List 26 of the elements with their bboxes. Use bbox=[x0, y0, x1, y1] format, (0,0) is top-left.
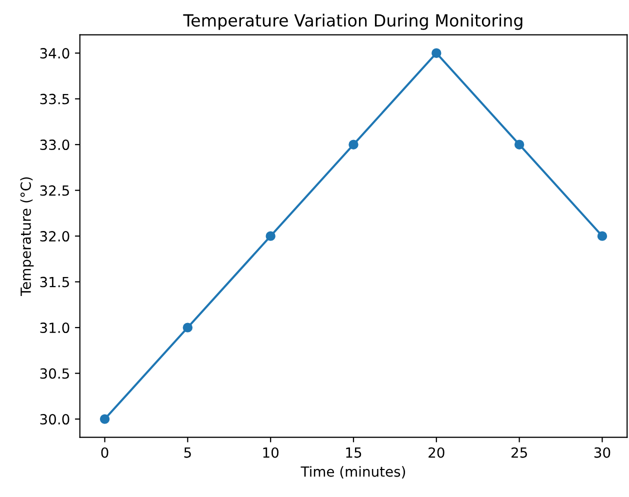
y-tick-label: 32.5 bbox=[40, 185, 69, 196]
y-tick-label: 30.5 bbox=[40, 368, 69, 379]
x-tick-label: 25 bbox=[512, 447, 527, 458]
point bbox=[182, 322, 193, 332]
x-tick-label: 30 bbox=[594, 447, 610, 458]
y-tick-label: 30.0 bbox=[40, 414, 70, 425]
x-tick-label: 15 bbox=[346, 448, 362, 458]
y-tick-label: 33.0 bbox=[40, 140, 70, 150]
point bbox=[348, 140, 358, 150]
y-tick-label: 33.5 bbox=[40, 94, 69, 104]
y-tick-label: 34.0 bbox=[40, 48, 70, 59]
point bbox=[432, 48, 442, 58]
y-tick-label: 31.5 bbox=[40, 276, 69, 288]
y-axis-title: Temperature (°C) bbox=[20, 177, 34, 296]
point bbox=[266, 231, 276, 241]
point bbox=[100, 414, 110, 424]
x-axis-title: Time (minutes) bbox=[300, 466, 406, 478]
x-tick-label: 20 bbox=[428, 447, 444, 458]
chart-title: Temperature Variation During Monitoring bbox=[183, 14, 522, 30]
point bbox=[514, 140, 524, 150]
x-tick-label: 10 bbox=[263, 447, 278, 458]
y-tick-label: 32.0 bbox=[40, 231, 70, 242]
x-tick-label: 0 bbox=[101, 447, 108, 458]
y-tick-label: 31.0 bbox=[40, 322, 70, 334]
x-tick-label: 5 bbox=[184, 448, 191, 458]
point bbox=[597, 231, 608, 241]
